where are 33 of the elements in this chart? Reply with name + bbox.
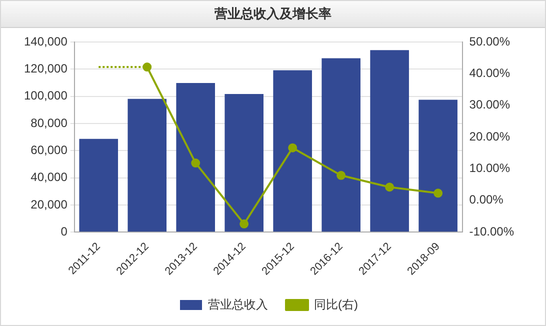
y2-tick-label: 10.00% — [469, 161, 510, 176]
legend-label: 同比(右) — [314, 297, 358, 312]
point — [191, 158, 200, 168]
point — [142, 62, 152, 72]
bar — [418, 100, 458, 232]
legend-label: 营业总收入 — [208, 297, 268, 312]
bar — [128, 98, 167, 232]
bar — [224, 94, 264, 232]
point — [336, 170, 346, 180]
bar — [176, 83, 215, 232]
y2-tick-label: -10.00% — [469, 224, 514, 238]
y-tick-label: 120,000 — [24, 61, 68, 76]
y2-tick-label: 0.00% — [469, 192, 504, 207]
bar — [322, 58, 360, 232]
y-tick-label: 80,000 — [30, 116, 68, 130]
y-tick-label: 20,000 — [30, 197, 68, 212]
point — [288, 143, 298, 152]
point — [434, 188, 443, 198]
bar — [273, 70, 312, 232]
bar — [79, 138, 118, 232]
y-tick-label: 60,000 — [30, 142, 68, 157]
y-tick-label: 100,000 — [24, 88, 68, 103]
y2-tick-label: 50.00% — [469, 34, 510, 48]
chart-title: 营业总收入及增长率 — [1, 1, 545, 28]
point — [385, 182, 394, 192]
y-tick-label: 140,000 — [24, 34, 68, 48]
y-tick-label: 0 — [60, 224, 68, 238]
bar — [370, 50, 409, 232]
y-tick-label: 40,000 — [30, 170, 68, 184]
y2-tick-label: 30.00% — [469, 98, 510, 112]
y2-tick-label: 40.00% — [469, 66, 510, 80]
point — [240, 219, 249, 228]
y2-tick-label: 20.00% — [469, 129, 510, 144]
